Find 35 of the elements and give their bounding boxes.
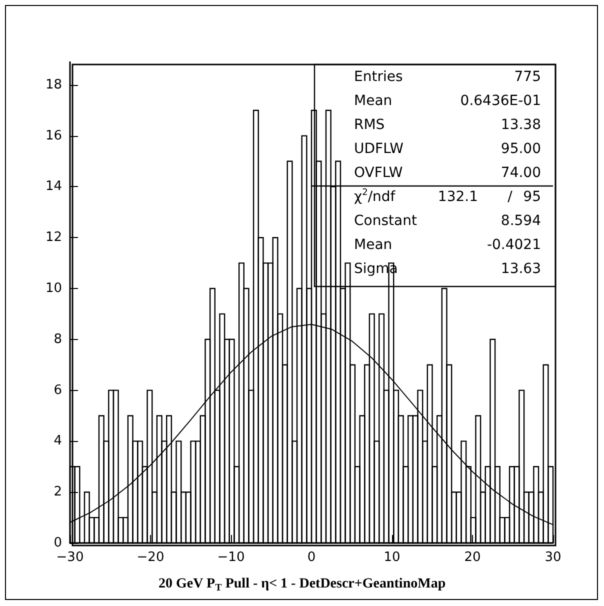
annotation: 0.6436E-01 [460, 93, 541, 109]
y-tick-label: 12 [45, 230, 62, 246]
x-tick-label: −20 [136, 550, 164, 565]
annotation: 775 [514, 69, 541, 85]
annotation: 13.63 [500, 261, 541, 277]
y-tick-label: 16 [45, 128, 62, 144]
y-tick-label: 4 [54, 434, 62, 449]
annotation: Mean [354, 93, 392, 109]
annotation: UDFLW [354, 141, 404, 157]
annotation: Mean [354, 237, 392, 253]
y-tick-label: 18 [45, 77, 62, 92]
annotation: Constant [354, 213, 418, 229]
y-tick-label: 14 [45, 179, 62, 194]
annotation: RMS [354, 117, 385, 133]
annotation: -0.4021 [486, 237, 541, 253]
annotation: 8.594 [500, 213, 542, 229]
y-tick-label: 2 [54, 484, 62, 500]
x-tick-label: 30 [544, 550, 562, 565]
annotation: 74.00 [500, 165, 541, 181]
y-tick-label: 8 [54, 332, 62, 347]
annotation: Entries [354, 69, 403, 85]
x-tick-label: 10 [384, 550, 400, 565]
y-tick-label: 6 [54, 382, 62, 398]
y-tick-label: 10 [45, 281, 62, 296]
y-tick-label: 0 [54, 536, 62, 550]
annotation: OVFLW [354, 165, 403, 181]
annotation: 95 [523, 189, 541, 205]
x-tick-label: 20 [464, 550, 481, 565]
annotation: 13.38 [500, 117, 541, 133]
annotation: 95.00 [500, 141, 541, 157]
x-tick-label: 0 [307, 550, 316, 565]
annotation: / [508, 189, 513, 205]
x-tick-label: −10 [217, 550, 245, 565]
x-tick-label: −30 [56, 550, 84, 565]
annotation: 132.1 [438, 189, 478, 205]
